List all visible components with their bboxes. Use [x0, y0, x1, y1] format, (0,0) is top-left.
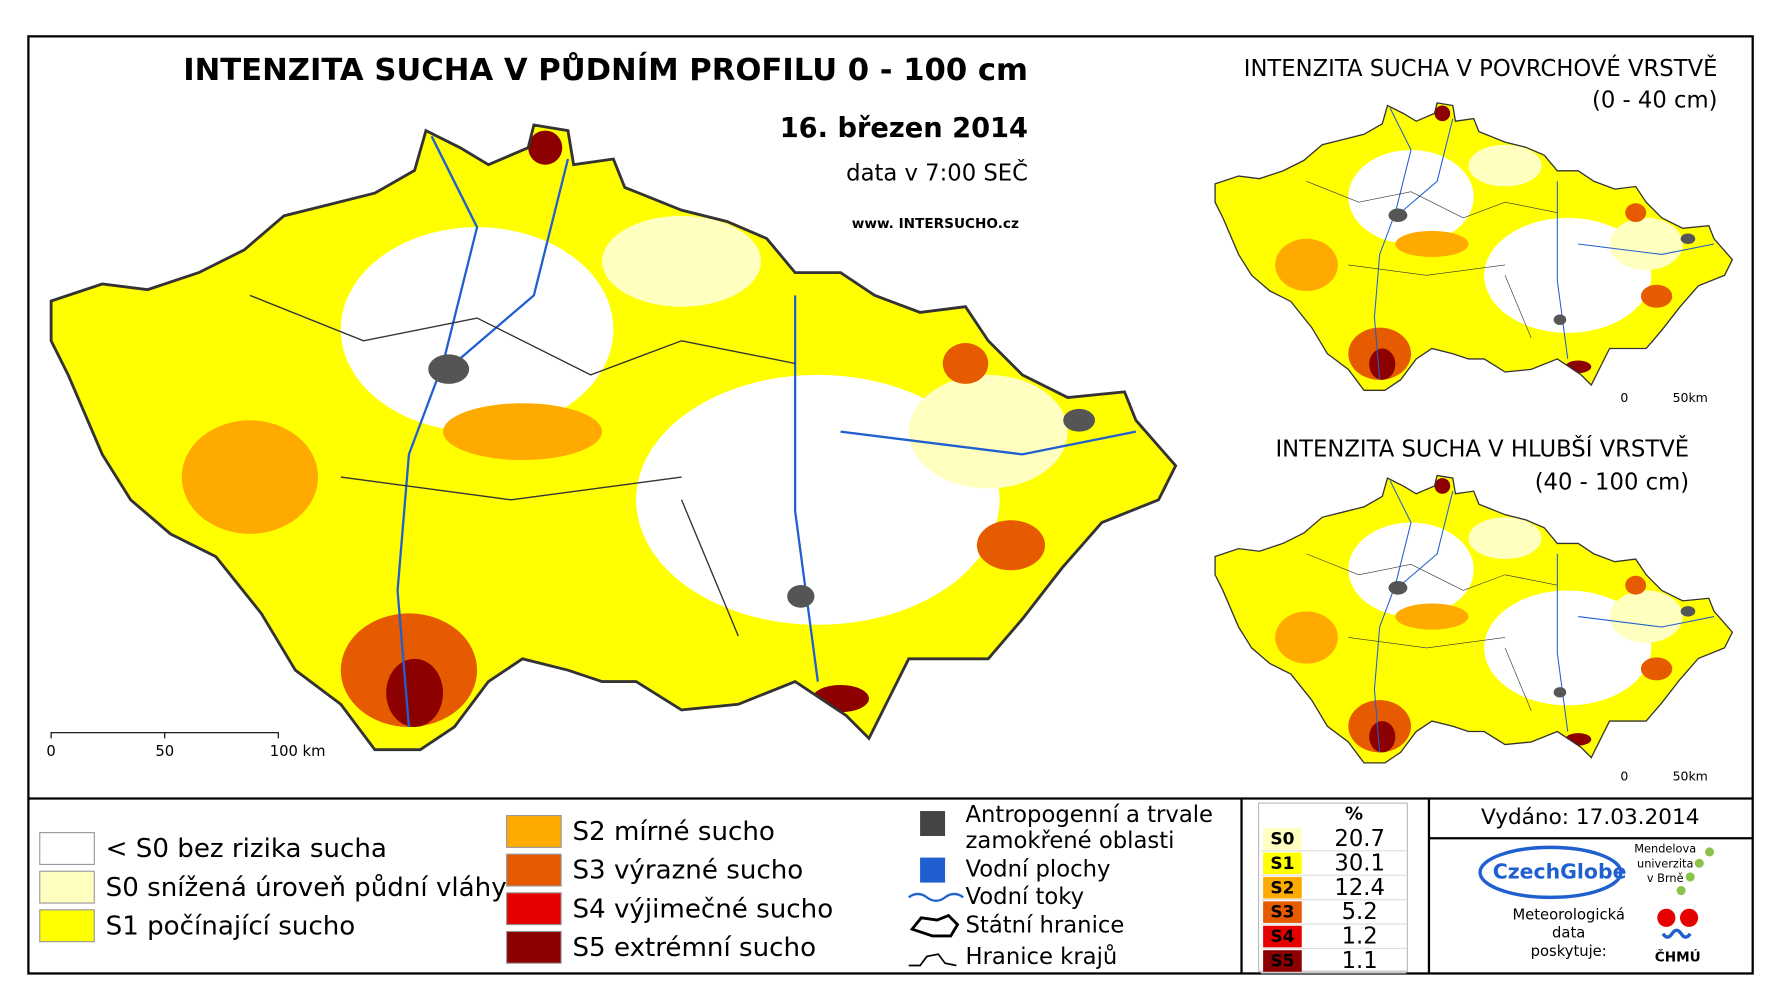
feature-label: Vodní plochy: [966, 857, 1111, 883]
provider: poskytuje:: [1531, 943, 1607, 960]
class-percent: 20.7: [1334, 826, 1385, 852]
main-title: INTENZITA SUCHA V PŮDNÍM PROFILU 0 - 100…: [183, 51, 1028, 88]
scale-label: 100 km: [270, 743, 326, 760]
icon: [920, 857, 946, 883]
class-cell: [1263, 950, 1302, 972]
legend-label: S1 počínající sucho: [106, 911, 356, 941]
stats-table: % S0 20.7 S1 30.1 S2 12.4 S3 5.2 S4 1.2 S5 1.1: [1258, 802, 1408, 974]
class-percent: 30.1: [1334, 850, 1385, 876]
mendel: Mendelova: [1634, 842, 1696, 856]
icon: [909, 913, 960, 938]
legend-swatch: [39, 832, 95, 865]
class-label: S5: [1270, 952, 1294, 972]
class-cell: [1263, 876, 1302, 899]
legend-label: S3 výrazné sucho: [572, 856, 803, 886]
class-percent: 1.1: [1342, 948, 1378, 974]
scale-label: 0: [1620, 768, 1628, 783]
time: data v 7:00 SEČ: [846, 158, 1028, 186]
class-label: S0: [1270, 829, 1294, 849]
date: 16. březen 2014: [780, 113, 1028, 144]
class-cell: [1263, 852, 1302, 875]
legend-swatch: [506, 930, 562, 964]
legend-label: < S0 bez rizika sucha: [106, 834, 387, 864]
scale-label: 50km: [1673, 768, 1708, 783]
inset-title: INTENZITA SUCHA V POVRCHOVÉ VRSTVĚ: [1244, 54, 1718, 82]
table-header: %: [1345, 803, 1363, 824]
provider: Meteorologická: [1512, 907, 1624, 924]
feature-label: Antropogenní a trvale: [966, 802, 1214, 828]
class-label: S2: [1270, 878, 1294, 898]
czechglobe: CzechGlobe: [1493, 859, 1627, 883]
legend-label: S5 extrémní sucho: [572, 933, 816, 963]
class-cell: [1263, 828, 1302, 850]
legend-swatch: [506, 892, 562, 926]
scale-label: 0: [46, 743, 55, 760]
inset-subtitle: (0 - 40 cm): [1592, 88, 1718, 114]
class-cell: [1263, 925, 1302, 948]
scale-label: 50km: [1673, 390, 1708, 405]
scale-label: 0: [1620, 390, 1628, 405]
scale-bar: [50, 732, 279, 739]
chmu: ČHMÚ: [1655, 948, 1701, 966]
website: www. INTERSUCHO.cz: [852, 216, 1019, 232]
feature-label: Státní hranice: [966, 912, 1125, 938]
mendel: v Brně: [1647, 871, 1684, 885]
legend-swatch: [506, 815, 562, 848]
issued: Vydáno: 17.03.2014: [1481, 805, 1699, 830]
icon: [920, 811, 946, 837]
icon: [908, 892, 964, 902]
class-percent: 12.4: [1334, 875, 1385, 901]
feature-label: zamokřené oblasti: [966, 828, 1175, 854]
legend-label: S2 mírné sucho: [572, 817, 774, 847]
class-label: S4: [1270, 927, 1294, 947]
legend-label: S4 výjimečné sucho: [572, 894, 833, 924]
class-label: S3: [1270, 903, 1294, 923]
table-border: [1258, 802, 1408, 972]
feature-label: Vodní toky: [966, 884, 1085, 910]
class-percent: 5.2: [1342, 899, 1378, 925]
class-label: S1: [1270, 854, 1294, 874]
class-percent: 1.2: [1342, 924, 1378, 950]
inset-title: INTENZITA SUCHA V HLUBŠÍ VRSTVĚ: [1275, 434, 1689, 462]
scale-label: 50: [155, 743, 174, 760]
legend-swatch: [39, 909, 95, 943]
mendel: univerzita: [1637, 856, 1693, 870]
provider: data: [1552, 925, 1585, 942]
legend-label: S0 snížená úroveň půdní vláhy: [106, 873, 507, 903]
legend: < S0 bez rizika sucha S0 snížená úroveň p…: [39, 815, 833, 964]
legend-swatch: [506, 853, 562, 887]
inset-subtitle: (40 - 100 cm): [1535, 469, 1689, 495]
feature-label: Hranice krajů: [966, 943, 1118, 970]
legend-swatch: [39, 870, 95, 904]
class-cell: [1263, 901, 1302, 923]
icon: [908, 953, 957, 967]
